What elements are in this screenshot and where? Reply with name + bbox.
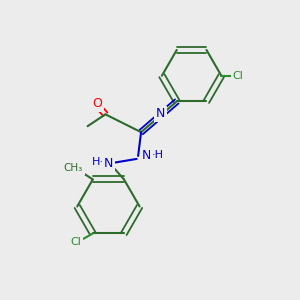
Text: N: N — [141, 149, 151, 162]
Text: CH₃: CH₃ — [64, 163, 83, 173]
Text: N: N — [104, 157, 113, 170]
Text: H·: H· — [92, 157, 104, 166]
Text: ·H: ·H — [152, 150, 164, 161]
Text: Cl: Cl — [233, 71, 244, 81]
Text: Cl: Cl — [70, 237, 81, 248]
Text: N: N — [156, 107, 165, 120]
Text: O: O — [92, 98, 102, 110]
